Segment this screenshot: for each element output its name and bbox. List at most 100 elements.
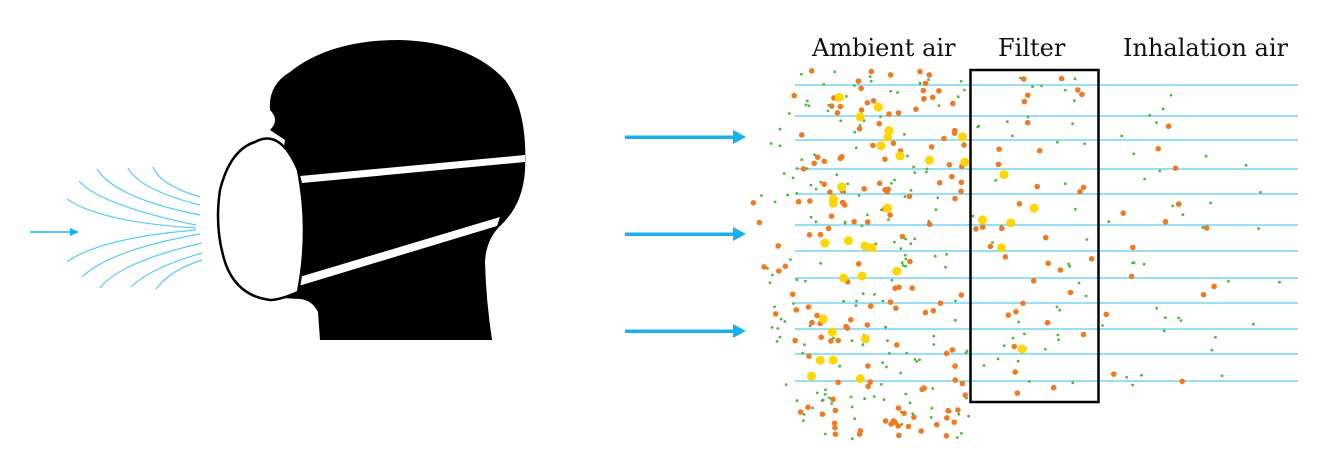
- medium-particle: [1080, 184, 1087, 191]
- medium-particle: [839, 199, 846, 206]
- small-particle: [1084, 294, 1088, 298]
- small-particle: [815, 391, 819, 395]
- small-particle: [889, 89, 893, 93]
- small-particle: [1209, 201, 1212, 205]
- medium-particle: [1002, 254, 1009, 260]
- small-particle: [1143, 177, 1146, 181]
- medium-particle: [937, 300, 944, 307]
- medium-particle: [858, 107, 865, 113]
- small-particle: [1073, 77, 1077, 81]
- small-particle: [809, 183, 813, 187]
- small-particle: [1026, 115, 1030, 119]
- medium-particle: [843, 323, 849, 330]
- airflow-arrows: [625, 130, 746, 338]
- small-particle: [909, 189, 913, 192]
- small-particle: [1169, 93, 1173, 97]
- medium-particle: [1103, 311, 1109, 318]
- medium-particle: [999, 225, 1005, 232]
- small-particle: [890, 278, 894, 282]
- medium-particle: [819, 411, 826, 418]
- small-particle: [1177, 316, 1181, 320]
- small-particle: [1131, 261, 1134, 265]
- small-particle: [861, 292, 865, 296]
- small-particle: [982, 364, 986, 367]
- medium-particle: [811, 160, 817, 167]
- medium-particle: [864, 100, 871, 106]
- small-particle: [770, 326, 774, 329]
- small-particle: [896, 91, 899, 94]
- medium-particle: [913, 106, 919, 112]
- medium-particle: [922, 309, 929, 316]
- medium-particle: [922, 80, 929, 87]
- small-particle: [1063, 182, 1067, 186]
- small-particle: [1074, 207, 1077, 211]
- medium-particle: [1030, 278, 1037, 284]
- small-particle: [901, 264, 905, 267]
- medium-particle: [1120, 210, 1126, 216]
- small-particle: [881, 299, 885, 303]
- medium-particle: [973, 226, 979, 232]
- medium-particle: [828, 213, 835, 219]
- medium-particle: [1077, 188, 1083, 195]
- medium-particle: [1080, 331, 1087, 338]
- medium-particle: [806, 232, 813, 238]
- small-particle: [850, 339, 854, 343]
- medium-particle: [884, 189, 890, 195]
- small-particle: [822, 83, 826, 86]
- small-particle: [903, 253, 907, 257]
- medium-particle: [887, 212, 893, 218]
- small-particle: [769, 142, 773, 145]
- medium-particle: [952, 377, 958, 383]
- medium-particle: [805, 304, 812, 310]
- small-particle: [791, 176, 795, 180]
- medium-particle: [899, 233, 906, 240]
- small-particle: [937, 104, 941, 108]
- medium-particle: [821, 158, 828, 165]
- small-particle: [908, 401, 912, 405]
- small-particle: [839, 119, 843, 123]
- small-particle: [967, 414, 970, 418]
- medium-particle: [856, 126, 863, 132]
- medium-particle: [1012, 369, 1018, 375]
- small-particle: [903, 195, 907, 199]
- small-particle: [1101, 324, 1104, 327]
- small-particle: [854, 146, 858, 150]
- medium-particle: [979, 224, 986, 230]
- medium-particle: [1128, 273, 1135, 280]
- small-particle: [915, 360, 919, 363]
- medium-particle: [828, 338, 834, 344]
- small-particle: [866, 213, 869, 217]
- medium-particle: [946, 162, 953, 168]
- medium-particle: [837, 103, 844, 110]
- large-particle: [818, 314, 828, 324]
- medium-particle: [929, 94, 936, 101]
- large-particle: [839, 273, 848, 283]
- medium-particle: [792, 337, 798, 344]
- small-particle: [1244, 163, 1248, 167]
- large-particle: [895, 151, 905, 161]
- small-particle: [872, 395, 876, 398]
- large-particle: [1029, 203, 1039, 213]
- small-particle: [800, 158, 804, 162]
- small-particle: [782, 172, 786, 175]
- medium-particle: [1044, 319, 1051, 326]
- medium-particle: [926, 72, 933, 78]
- medium-particle: [805, 404, 811, 411]
- large-particle: [958, 132, 967, 142]
- medium-particle: [835, 379, 841, 386]
- medium-particle: [828, 103, 835, 109]
- small-particle: [1252, 322, 1255, 326]
- medium-particle: [1036, 147, 1043, 154]
- small-particle: [1227, 279, 1230, 283]
- small-particle: [861, 343, 865, 347]
- medium-particle: [847, 317, 854, 323]
- medium-particle: [945, 407, 951, 414]
- small-particle: [955, 436, 959, 439]
- small-particle: [913, 358, 917, 361]
- small-particle: [912, 165, 915, 169]
- small-particle: [1071, 381, 1075, 385]
- small-particle: [814, 187, 818, 191]
- medium-particle: [761, 264, 767, 270]
- small-particle: [954, 299, 957, 303]
- small-particle: [768, 281, 772, 285]
